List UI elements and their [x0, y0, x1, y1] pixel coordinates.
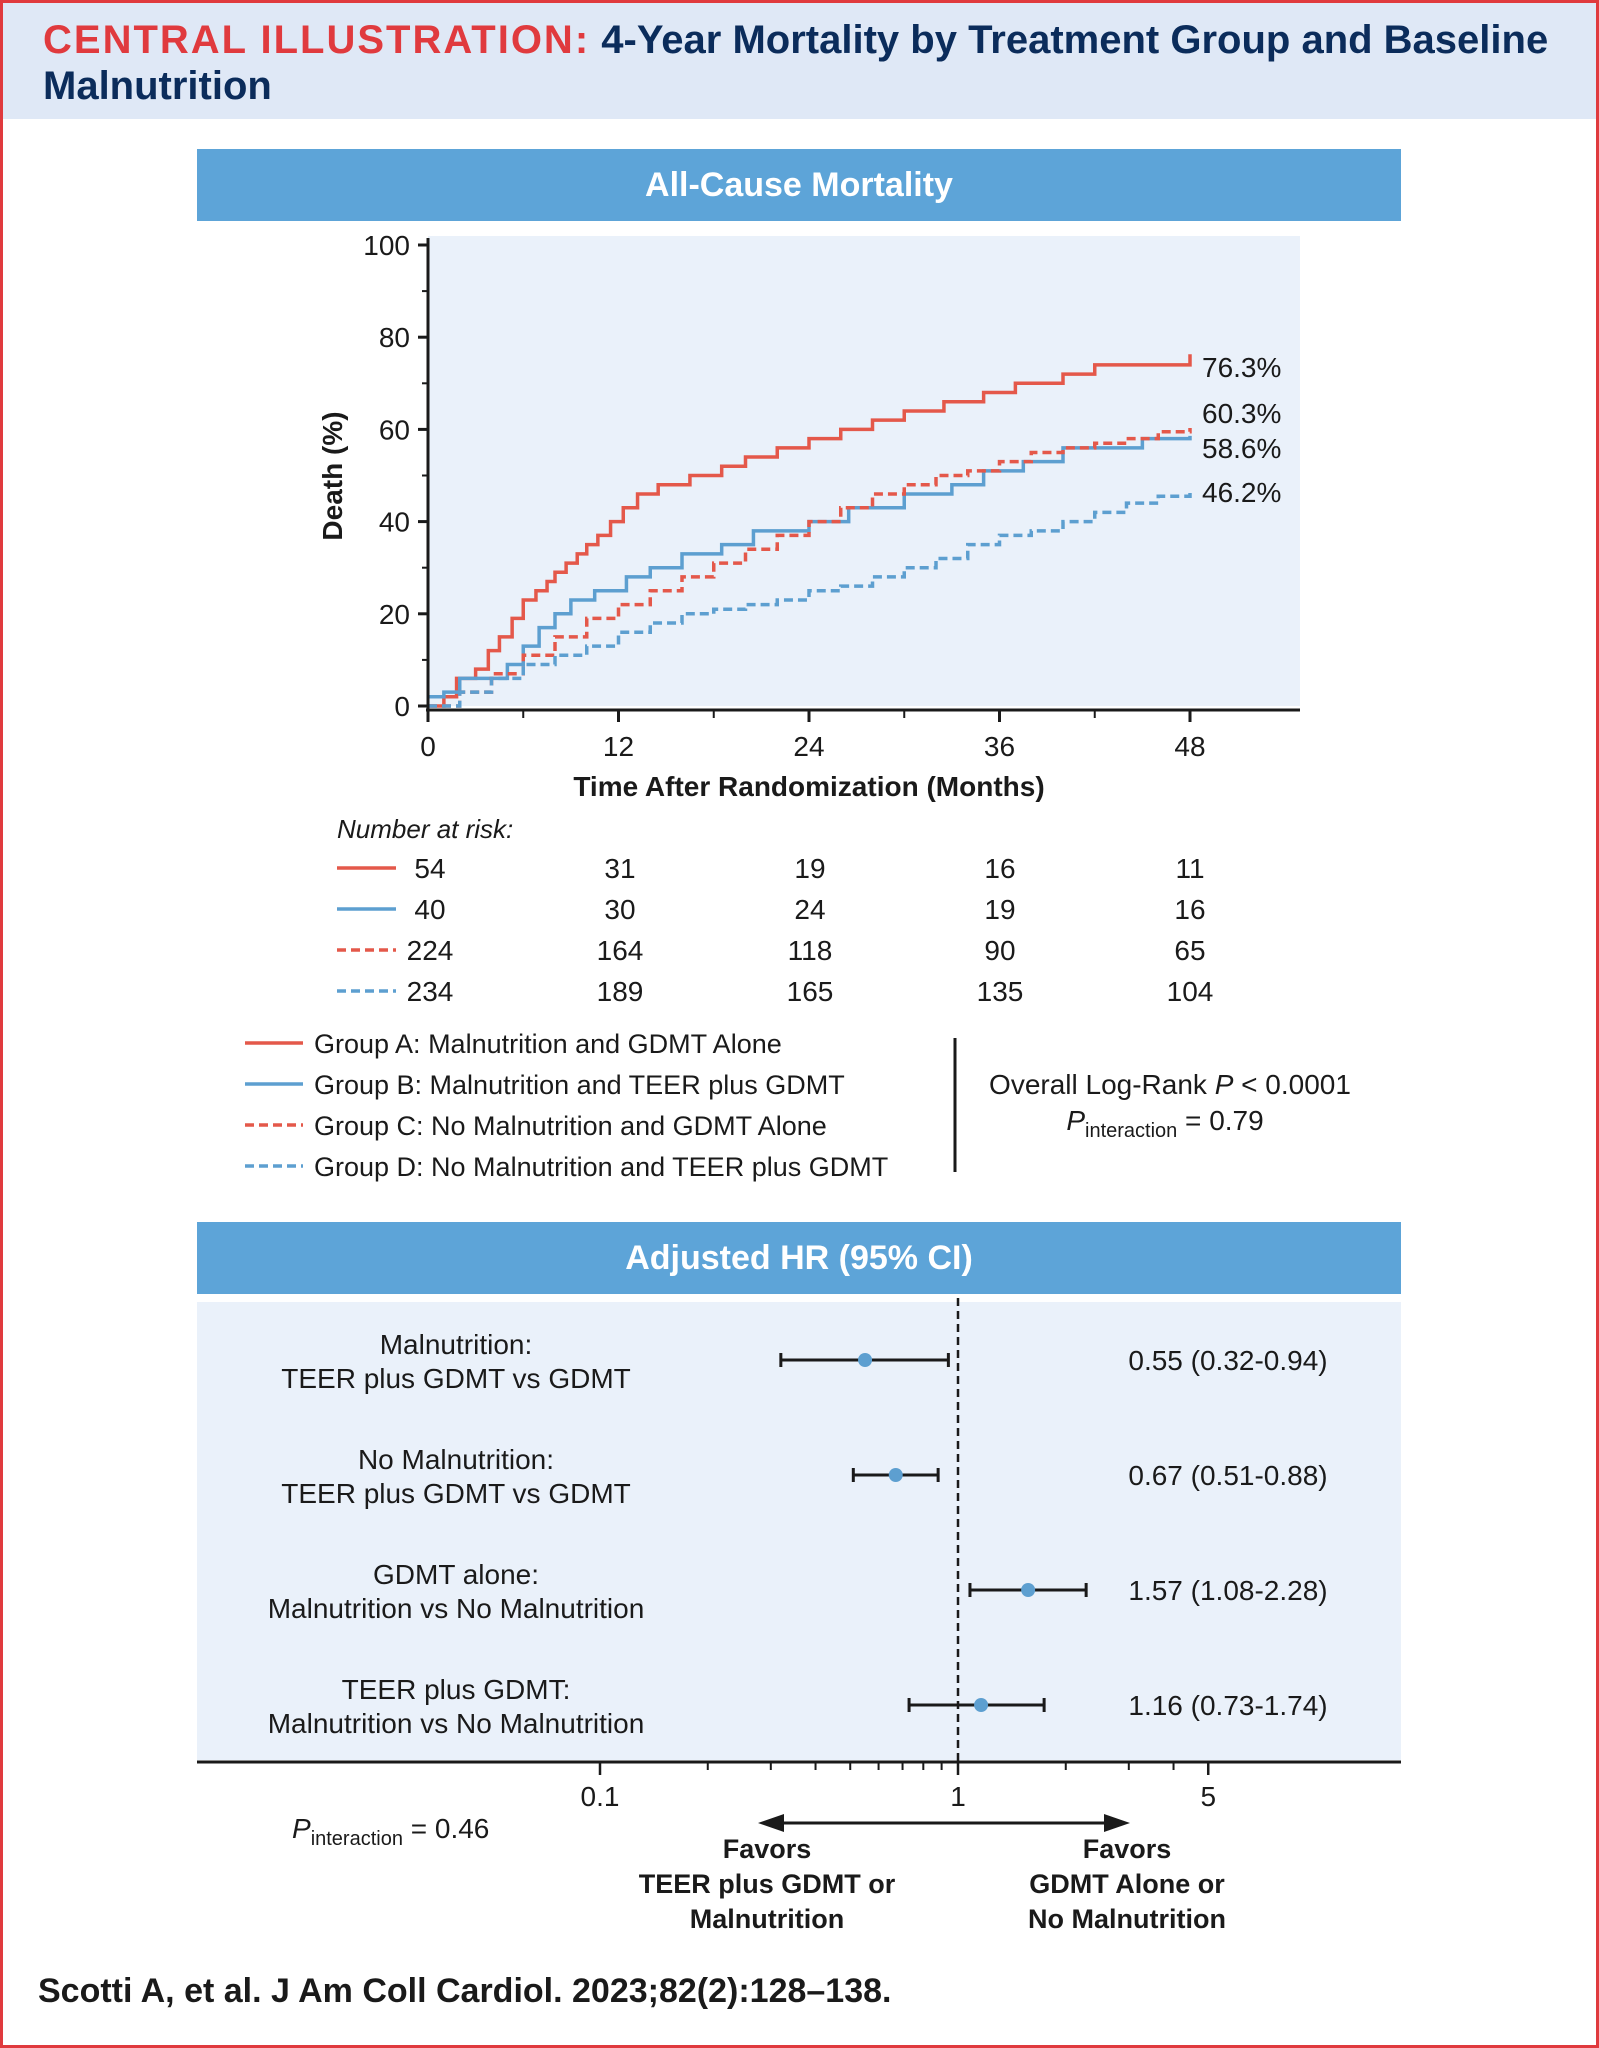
km-band: All-Cause Mortality [197, 149, 1401, 221]
hr-value: 1.16 (0.73-1.74) [1128, 1690, 1327, 1721]
km-series-line-2 [428, 435, 1192, 699]
risk-count: 24 [794, 894, 825, 925]
end-label: 60.3% [1202, 398, 1281, 429]
favors-arrowhead-right [1104, 1814, 1130, 1832]
favors-right-label: Favors [1083, 1834, 1172, 1864]
risk-count: 135 [977, 976, 1024, 1007]
y-tick-label: 80 [379, 322, 410, 353]
risk-count: 164 [597, 935, 644, 966]
title-label: CENTRAL ILLUSTRATION: [43, 18, 591, 62]
hr-value: 1.57 (1.08-2.28) [1128, 1575, 1327, 1606]
interaction-stat: Pinteraction = 0.79 [1066, 1105, 1263, 1142]
km-series-line-1 [428, 354, 1192, 708]
x-tick-label: 24 [793, 731, 824, 762]
forest-tick-label: 5 [1200, 1781, 1216, 1812]
risk-count: 65 [1174, 935, 1205, 966]
risk-count: 30 [604, 894, 635, 925]
comparison-label: TEER plus GDMT vs GDMT [281, 1363, 631, 1394]
favors-right-label: GDMT Alone or [1029, 1869, 1225, 1899]
hr-value: 0.67 (0.51-0.88) [1128, 1460, 1327, 1491]
y-tick-label: 0 [394, 691, 410, 722]
x-tick-label: 36 [984, 731, 1015, 762]
x-tick-label: 48 [1174, 731, 1205, 762]
comparison-label: Malnutrition vs No Malnutrition [268, 1593, 645, 1624]
hr-point [888, 1468, 903, 1482]
y-tick-label: 60 [379, 414, 410, 445]
risk-count: 40 [414, 894, 445, 925]
y-tick-label: 20 [379, 599, 410, 630]
x-tick-label: 0 [420, 731, 436, 762]
risk-count: 224 [407, 935, 454, 966]
forest-tick-label: 1 [950, 1781, 966, 1812]
x-tick-label: 12 [603, 731, 634, 762]
forest-band: Adjusted HR (95% CI) [197, 1222, 1401, 1294]
comparison-label: TEER plus GDMT vs GDMT [281, 1478, 631, 1509]
favors-right-label: No Malnutrition [1028, 1904, 1226, 1934]
risk-count: 19 [794, 853, 825, 884]
comparison-label: GDMT alone: [373, 1559, 539, 1590]
number-at-risk-title: Number at risk: [337, 814, 513, 844]
comparison-label: Malnutrition: [380, 1329, 533, 1360]
risk-count: 189 [597, 976, 644, 1007]
y-axis-title: Death (%) [317, 411, 348, 540]
risk-count: 234 [407, 976, 454, 1007]
favors-arrowhead-left [758, 1814, 784, 1832]
km-series-line-4 [428, 493, 1192, 708]
comparison-label: Malnutrition vs No Malnutrition [268, 1708, 645, 1739]
legend-entry: Group A: Malnutrition and GDMT Alone [314, 1029, 782, 1059]
risk-count: 90 [984, 935, 1015, 966]
favors-left-label: Favors [723, 1834, 812, 1864]
risk-count: 31 [604, 853, 635, 884]
figure-title: CENTRAL ILLUSTRATION: 4-Year Mortality b… [43, 17, 1573, 109]
risk-count: 16 [1174, 894, 1205, 925]
risk-count: 19 [984, 894, 1015, 925]
risk-count: 11 [1175, 853, 1204, 884]
km-series-line-3 [428, 428, 1192, 708]
end-label: 76.3% [1202, 352, 1281, 383]
forest-tick-label: 0.1 [581, 1781, 620, 1812]
log-rank-stat: Overall Log-Rank P < 0.0001 [989, 1069, 1351, 1100]
y-tick-label: 100 [363, 230, 410, 261]
plot-area [428, 236, 1300, 706]
x-axis-title: Time After Randomization (Months) [573, 771, 1044, 802]
legend-entry: Group C: No Malnutrition and GDMT Alone [314, 1111, 827, 1141]
legend-entry: Group B: Malnutrition and TEER plus GDMT [314, 1070, 845, 1100]
title-main: 4-Year Mortality by Treatment Group and … [43, 18, 1549, 108]
title-bar: CENTRAL ILLUSTRATION: 4-Year Mortality b… [3, 3, 1596, 119]
favors-left-label: TEER plus GDMT or [639, 1869, 896, 1899]
risk-count: 16 [984, 853, 1015, 884]
end-label: 58.6% [1202, 433, 1281, 464]
hr-point [858, 1353, 873, 1367]
forest-panel [197, 1302, 1401, 1760]
risk-count: 118 [788, 935, 833, 966]
hr-value: 0.55 (0.32-0.94) [1128, 1345, 1327, 1376]
km-chart: 0 20 40 60 80 100 0 12 24 36 48 Time After Randomiz… [245, 230, 1351, 1182]
favors-left-label: Malnutrition [690, 1904, 844, 1934]
comparison-label: No Malnutrition: [358, 1444, 554, 1475]
legend-entry: Group D: No Malnutrition and TEER plus G… [314, 1152, 888, 1182]
risk-count: 165 [787, 976, 834, 1007]
risk-count: 104 [1167, 976, 1214, 1007]
risk-count: 54 [414, 853, 445, 884]
end-label: 46.2% [1202, 477, 1281, 508]
hr-point [1021, 1583, 1036, 1597]
y-tick-label: 40 [379, 507, 410, 538]
comparison-label: TEER plus GDMT: [342, 1674, 571, 1705]
citation: Scotti A, et al. J Am Coll Cardiol. 2023… [38, 1972, 892, 2010]
forest-interaction-stat: Pinteraction = 0.46 [292, 1813, 489, 1850]
hr-point [974, 1698, 989, 1712]
